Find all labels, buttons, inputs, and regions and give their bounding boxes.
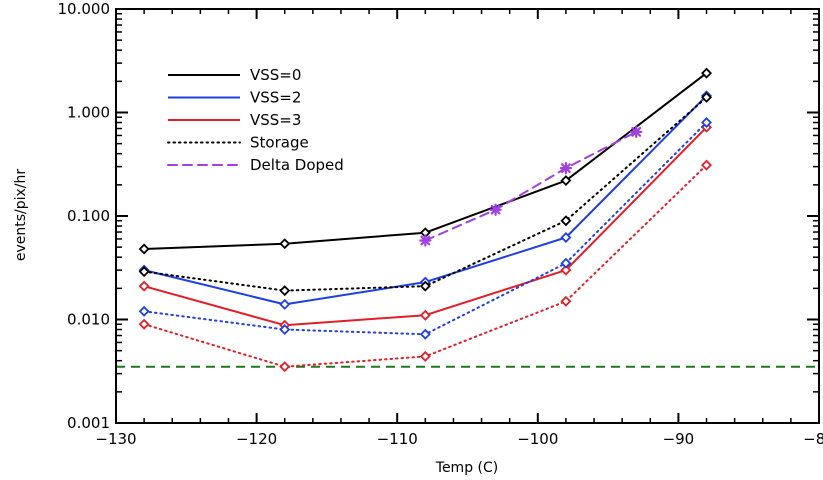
y-tick-label: 10.000 <box>58 0 111 18</box>
series-series-5 <box>138 117 712 340</box>
legend-label-vss-2: VSS=2 <box>250 89 301 107</box>
data-point-series-5 <box>138 305 150 317</box>
data-point-delta-doped <box>559 162 573 175</box>
y-tick-label: 0.010 <box>67 311 110 329</box>
data-point-vss-2 <box>560 232 572 243</box>
data-point-series-5 <box>419 328 431 340</box>
x-tick-label: −130 <box>95 430 136 448</box>
data-point-series-6 <box>279 361 291 373</box>
data-point-series-5 <box>279 324 291 336</box>
data-point-series-6 <box>701 159 712 171</box>
legend-label-vss-0: VSS=0 <box>250 66 301 84</box>
data-point-vss-0 <box>138 243 150 255</box>
x-axis-title: Temp (C) <box>435 460 498 476</box>
x-tick-label: −120 <box>236 430 277 448</box>
y-tick-label: 0.001 <box>67 414 110 432</box>
data-point-delta-doped <box>419 234 432 247</box>
y-tick-label: 1.000 <box>67 104 110 122</box>
data-point-series-6 <box>138 318 150 330</box>
data-point-series-4 <box>138 266 150 278</box>
axes: −130 −120 −110 −100 −90 −80 0.001 0.010 0.100 1.0… <box>58 0 823 448</box>
data-point-delta-doped <box>489 203 502 216</box>
x-tick-label: −90 <box>663 430 695 448</box>
asterisk-stroke <box>490 204 501 215</box>
data-point-vss-3 <box>419 309 431 321</box>
data-point-series-5 <box>701 117 712 129</box>
data-point-series-5 <box>560 257 572 269</box>
asterisk-stroke <box>561 163 571 174</box>
data-point-vss-2 <box>279 298 291 310</box>
y-axis-title: events/pix/hr <box>13 169 29 262</box>
legend-label-delta-doped: Delta Doped <box>250 156 344 174</box>
plot-area <box>116 67 819 373</box>
series-series-4 <box>138 91 712 297</box>
series-line-delta-doped <box>424 130 638 242</box>
data-point-series-4 <box>560 215 572 227</box>
asterisk-stroke <box>631 126 642 137</box>
x-tick-label: −110 <box>377 430 418 448</box>
data-point-vss-0 <box>279 238 291 250</box>
legend: VSS=0 VSS=2 VSS=3 Storage Delta Doped <box>167 66 344 174</box>
data-point-series-6 <box>419 350 431 362</box>
legend-label-storage: Storage <box>250 134 309 152</box>
asterisk-stroke <box>420 235 431 246</box>
data-point-series-4 <box>701 91 712 103</box>
data-point-vss-0 <box>560 175 572 187</box>
data-point-series-6 <box>560 295 572 307</box>
series-series-6 <box>138 159 712 373</box>
legend-label-vss-3: VSS=3 <box>250 111 301 129</box>
data-point-vss-3 <box>560 264 572 276</box>
x-tick-label: −80 <box>803 430 823 448</box>
data-point-delta-doped <box>630 125 643 138</box>
data-point-vss-3 <box>138 280 150 292</box>
data-point-series-4 <box>419 280 431 292</box>
data-point-series-4 <box>279 285 291 297</box>
x-tick-label: −100 <box>517 430 558 448</box>
data-point-vss-0 <box>701 67 712 79</box>
y-tick-label: 0.100 <box>67 207 110 225</box>
series-delta-doped <box>419 125 643 247</box>
